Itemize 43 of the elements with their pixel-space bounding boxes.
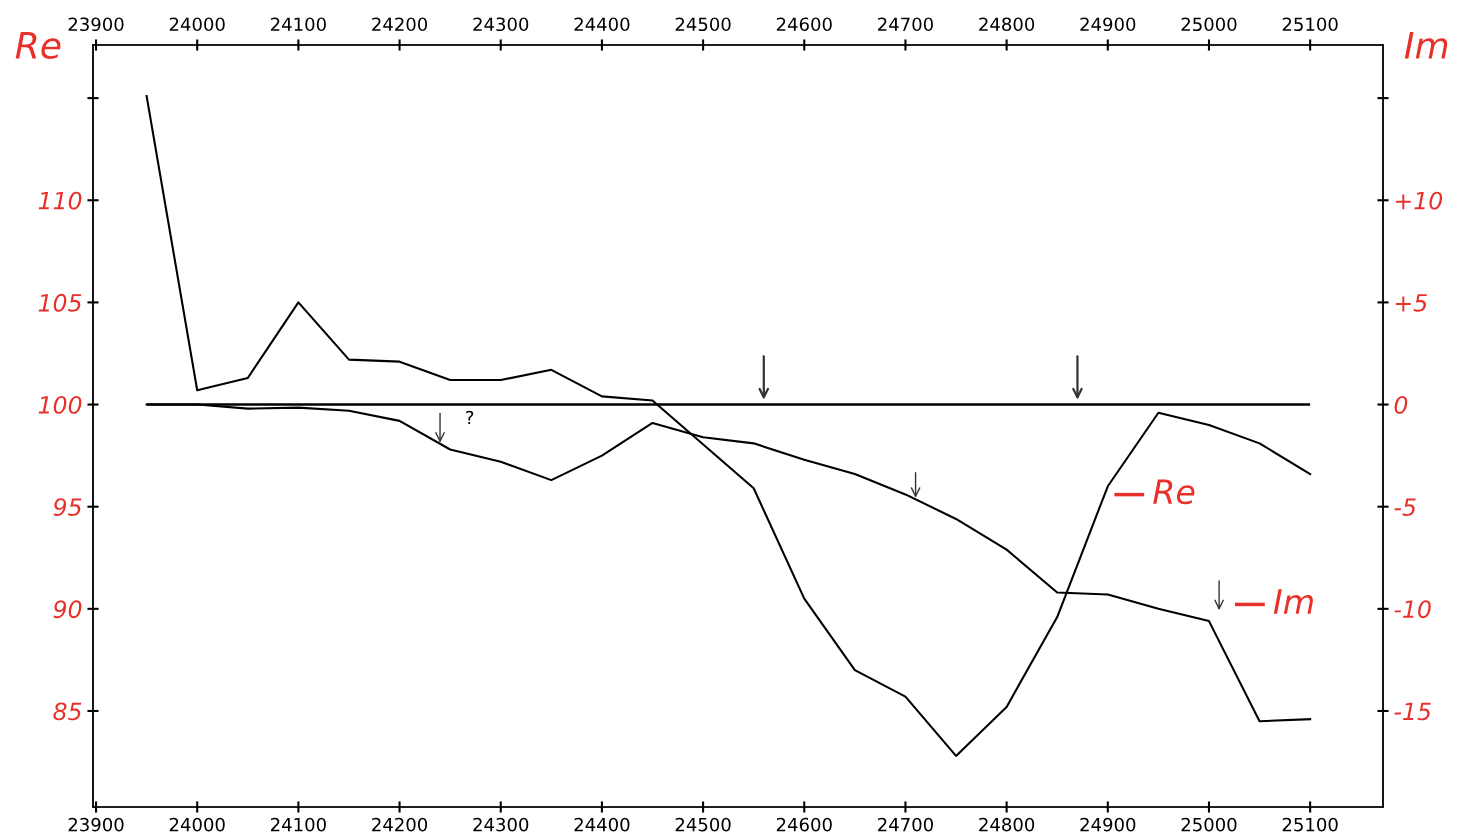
annotation: ?: [466, 410, 474, 425]
y-tick-label: 85: [53, 702, 82, 721]
y-tick-label: 110: [38, 191, 82, 210]
x2-tick-label: 24800: [979, 17, 1035, 32]
y2-tick-label: -15: [1394, 702, 1431, 721]
x2-tick-label: 24300: [473, 17, 529, 32]
x-tick-label: 24000: [169, 817, 225, 832]
y-axis-title: Re: [15, 32, 61, 59]
x2-tick-label: 24000: [169, 17, 225, 32]
y2-tick-label: +10: [1395, 191, 1443, 210]
y-tick-label: 105: [38, 293, 82, 312]
x2-tick-label: 24600: [776, 17, 832, 32]
x-tick-label: 24900: [1080, 817, 1136, 832]
x2-tick-label: 24500: [675, 17, 731, 32]
x-tick-label: 24400: [574, 817, 630, 832]
x2-tick-label: 25100: [1282, 17, 1338, 32]
x-tick-label: 24600: [776, 817, 832, 832]
x2-tick-label: 24700: [878, 17, 933, 32]
series-label: Im: [1273, 589, 1313, 614]
x-tick-label: 24500: [675, 817, 731, 832]
series-label: Re: [1153, 479, 1195, 505]
y-tick-label: 90: [53, 600, 82, 619]
x2-tick-label: 24900: [1080, 17, 1136, 32]
x-tick-label: 24100: [270, 817, 326, 832]
x2-tick-label: 25000: [1181, 17, 1237, 32]
x-tick-label: 23900: [68, 817, 124, 832]
x-tick-label: 25000: [1181, 817, 1237, 832]
x-tick-label: 24700: [878, 817, 933, 832]
y2-tick-label: 0: [1394, 396, 1408, 414]
y2-tick-label: -10: [1394, 600, 1431, 619]
y-tick-label: 95: [53, 498, 82, 516]
y2-tick-label: -5: [1394, 498, 1416, 516]
x-tick-label: 24800: [979, 817, 1035, 832]
x-tick-label: 24200: [372, 817, 428, 832]
y2-tick-label: +5: [1395, 294, 1427, 312]
x-tick-label: 25100: [1282, 817, 1338, 832]
x2-tick-label: 23900: [68, 17, 124, 32]
x2-tick-label: 24400: [574, 17, 630, 32]
y-tick-label: 100: [38, 396, 82, 414]
x2-tick-label: 24200: [372, 17, 428, 32]
x2-tick-label: 24100: [270, 17, 326, 32]
y2-axis-title: Im: [1404, 32, 1448, 59]
x-tick-label: 24300: [473, 817, 529, 832]
